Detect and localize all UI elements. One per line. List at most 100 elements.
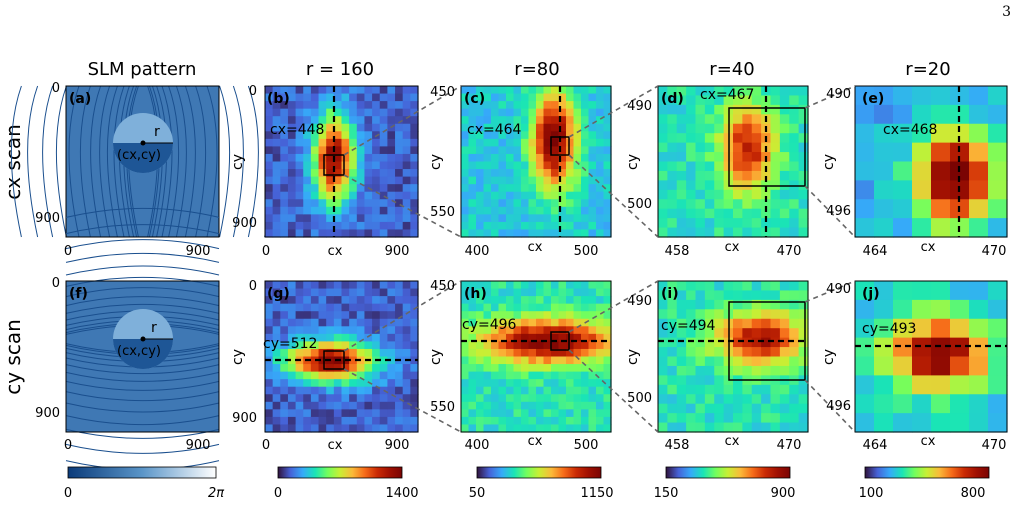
heatmap-cell bbox=[295, 296, 304, 305]
colorbar-r160-max: 1400 bbox=[385, 486, 418, 501]
heatmap-cell bbox=[761, 199, 772, 210]
heatmap-cell bbox=[364, 169, 373, 178]
heatmap-cell bbox=[341, 348, 350, 358]
heatmap-cell bbox=[686, 394, 697, 405]
heatmap-cell bbox=[513, 379, 522, 388]
heatmap-cell bbox=[265, 326, 274, 335]
heatmap-cell bbox=[318, 281, 327, 290]
heatmap-cell bbox=[789, 413, 800, 424]
heatmap-cell bbox=[581, 161, 590, 170]
heatmap-cell bbox=[667, 189, 678, 200]
heatmap-cell bbox=[603, 288, 612, 297]
heatmap-cell bbox=[893, 123, 913, 144]
heatmap-cell bbox=[272, 348, 281, 358]
heatmap-cell bbox=[280, 341, 289, 350]
heatmap-cell bbox=[280, 409, 289, 418]
heatmap-cell bbox=[588, 386, 597, 395]
heatmap-cell bbox=[733, 208, 743, 219]
heatmap-cell bbox=[326, 409, 335, 418]
heatmap-cell bbox=[387, 101, 396, 110]
heatmap-cell bbox=[566, 409, 575, 418]
heatmap-cell bbox=[742, 394, 753, 405]
fringe-line bbox=[65, 364, 220, 375]
heatmap-cell bbox=[356, 146, 366, 155]
heatmap-cell bbox=[686, 281, 697, 292]
heatmap-cell bbox=[695, 114, 706, 125]
heatmap-cell bbox=[287, 123, 297, 132]
heatmap-cell bbox=[280, 116, 289, 125]
heatmap-cell bbox=[318, 333, 327, 342]
heatmap-cell bbox=[410, 138, 419, 147]
heatmap-cell bbox=[551, 108, 560, 117]
heatmap-cell bbox=[723, 384, 734, 395]
heatmap-cell bbox=[326, 348, 335, 358]
heatmap-cell bbox=[573, 296, 582, 305]
heatmap-cell bbox=[272, 176, 281, 185]
heatmap-cell bbox=[742, 309, 753, 320]
heatmap-cell bbox=[704, 394, 715, 405]
heatmap-cell bbox=[573, 153, 582, 163]
heatmap-cell bbox=[498, 101, 507, 110]
heatmap-cell bbox=[528, 386, 537, 395]
heatmap-cell bbox=[402, 371, 411, 380]
heatmap-cell bbox=[341, 364, 350, 373]
heatmap-cell bbox=[667, 356, 678, 367]
heatmap-cell bbox=[588, 311, 597, 320]
heatmap-cell bbox=[513, 229, 522, 238]
heatmap-cell bbox=[521, 371, 530, 380]
heatmap-cell bbox=[287, 288, 297, 297]
heatmap-cell bbox=[280, 379, 289, 388]
panel-letter-j: (j) bbox=[862, 286, 880, 302]
heatmap-cell bbox=[761, 309, 772, 320]
heatmap-cell bbox=[667, 413, 678, 424]
heatmap-cell bbox=[372, 116, 381, 125]
heatmap-cell bbox=[695, 384, 706, 395]
heatmap-cell bbox=[658, 170, 668, 181]
heatmap-cell bbox=[566, 153, 575, 163]
heatmap-cell bbox=[295, 424, 304, 433]
heatmap-cell bbox=[468, 184, 477, 193]
heatmap-cell bbox=[581, 116, 590, 125]
heatmap-cell bbox=[476, 199, 485, 208]
heatmap-cell bbox=[395, 288, 404, 297]
heatmap-cell bbox=[573, 206, 582, 215]
heatmap-cell bbox=[874, 142, 894, 163]
heatmap-cell bbox=[658, 189, 668, 200]
heatmap-cell bbox=[318, 146, 327, 155]
heatmap-cell bbox=[969, 394, 989, 414]
heatmap-cell bbox=[310, 379, 320, 388]
heatmap-cell bbox=[761, 208, 772, 219]
heatmap-cell bbox=[483, 311, 492, 320]
heatmap-cell bbox=[855, 218, 875, 238]
heatmap-cell bbox=[543, 326, 552, 335]
heatmap-cell bbox=[770, 161, 781, 172]
heatmap-cell bbox=[714, 104, 725, 115]
heatmap-cell bbox=[498, 386, 507, 395]
heatmap-cell bbox=[476, 101, 485, 110]
j-ylabel: cy bbox=[821, 349, 837, 365]
heatmap-cell bbox=[333, 394, 343, 403]
heatmap-cell bbox=[596, 364, 605, 373]
colorbar-r40-max: 900 bbox=[771, 486, 796, 501]
heatmap-cell bbox=[303, 153, 312, 163]
heatmap-cell bbox=[528, 394, 537, 403]
heatmap-cell bbox=[528, 326, 537, 335]
heatmap-cell bbox=[912, 142, 932, 163]
heatmap-cell bbox=[521, 199, 530, 208]
heatmap-cell bbox=[714, 337, 725, 348]
heatmap-cell bbox=[349, 311, 358, 320]
heatmap-cell bbox=[468, 191, 477, 200]
heatmap-cell bbox=[265, 341, 274, 350]
heatmap-cell bbox=[588, 394, 597, 403]
colorbar-r160-min: 0 bbox=[274, 486, 282, 501]
heatmap-cell bbox=[528, 311, 537, 320]
heatmap-cell bbox=[372, 341, 381, 350]
heatmap-cell bbox=[667, 384, 678, 395]
heatmap-cell bbox=[303, 101, 312, 110]
heatmap-cell bbox=[742, 189, 753, 200]
panel-letter-c: (c) bbox=[464, 91, 485, 107]
heatmap-cell bbox=[789, 114, 800, 125]
fringe-line bbox=[161, 85, 173, 238]
heatmap-cell bbox=[491, 206, 500, 215]
heatmap-cell bbox=[742, 281, 753, 292]
